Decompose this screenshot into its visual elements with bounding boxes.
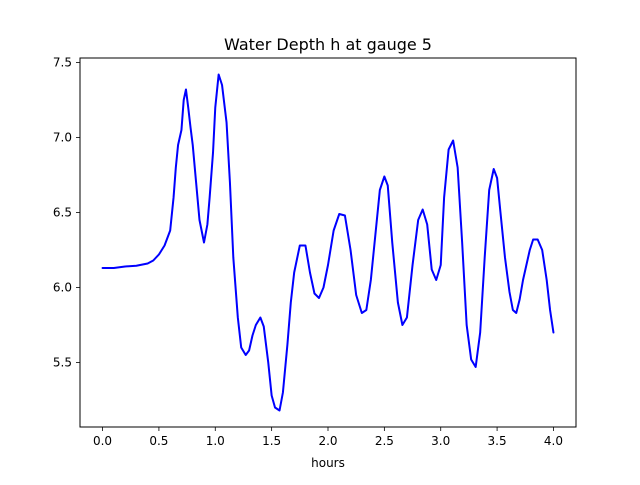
y-tick-label: 7.0 [53,131,72,145]
x-tick-label: 1.5 [262,434,281,448]
x-tick-label: 3.5 [488,434,507,448]
x-axis-ticks: 0.0 0.5 1.0 1.5 2.0 2.5 3.0 3.5 4.0 [93,427,563,448]
x-tick-label: 0.5 [149,434,168,448]
series-line-1 [101,73,555,412]
series-layer [101,73,555,412]
y-tick-label: 5.5 [53,356,72,370]
x-tick-label: 1.0 [206,434,225,448]
y-tick-label: 6.5 [53,206,72,220]
x-tick-label: 0.0 [93,434,112,448]
x-tick-label: 2.0 [318,434,337,448]
x-tick-label: 3.0 [431,434,450,448]
x-tick-label: 2.5 [375,434,394,448]
x-axis-label: hours [311,456,345,470]
chart-title: Water Depth h at gauge 5 [224,35,432,54]
x-tick-label: 4.0 [544,434,563,448]
y-tick-label: 6.0 [53,281,72,295]
y-tick-label: 7.5 [53,56,72,70]
y-axis-ticks: 5.5 6.0 6.5 7.0 7.5 [53,56,80,370]
